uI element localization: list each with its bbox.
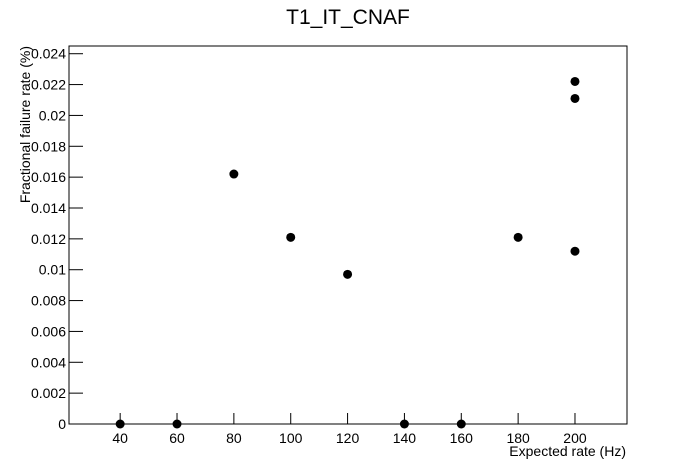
y-tick-label: 0.006 [31,323,66,339]
data-point [343,269,353,279]
data-point [513,232,523,242]
y-tick-label: 0 [58,416,66,432]
data-point [570,76,580,86]
data-point [172,419,182,429]
y-tick-label: 0.016 [31,169,66,185]
data-point [286,232,296,242]
data-point [456,419,466,429]
y-tick-label: 0.018 [31,138,66,154]
y-tick-label: 0.002 [31,385,66,401]
x-tick-label: 180 [506,430,530,446]
y-tick-label: 0.024 [31,46,66,62]
x-tick-label: 100 [279,430,303,446]
y-tick-label: 0.02 [39,107,66,123]
data-point [399,419,409,429]
y-tick-label: 0.022 [31,77,66,93]
y-axis-label: Fractional failure rate (%) [17,46,33,203]
y-tick-label: 0.012 [31,231,66,247]
data-point [229,169,239,179]
y-tick-label: 0.01 [39,262,66,278]
y-tick-label: 0.014 [31,200,66,216]
x-tick-label: 60 [169,430,185,446]
x-tick-label: 140 [393,430,417,446]
x-tick-label: 160 [450,430,474,446]
x-axis-label: Expected rate (Hz) [509,443,626,459]
y-tick-label: 0.004 [31,354,66,370]
x-tick-label: 80 [226,430,242,446]
data-point [115,419,125,429]
chart-title: T1_IT_CNAF [286,6,410,29]
data-point [570,93,580,103]
y-tick-label: 0.008 [31,293,66,309]
x-tick-label: 200 [563,430,587,446]
x-tick-label: 120 [336,430,360,446]
data-point [570,246,580,256]
x-tick-label: 40 [112,430,128,446]
